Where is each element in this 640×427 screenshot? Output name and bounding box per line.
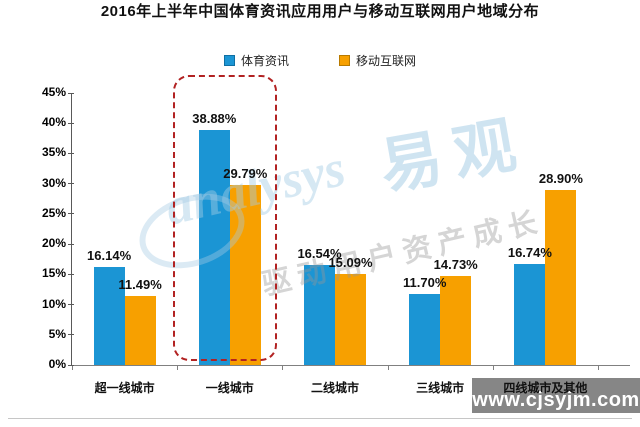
y-axis-label: 15% [41,266,66,281]
x-axis-category-label: 一线城市 [205,381,254,395]
y-axis-label: 35% [41,145,66,160]
legend-item-sports-info: 体育资讯 [223,52,289,69]
legend-swatch-orange-icon [339,55,350,66]
bar-sports-info [93,267,125,365]
x-axis-tick [282,366,284,370]
x-axis-category-label: 三线城市 [416,381,465,395]
y-axis-label: 10% [41,296,66,311]
x-axis-tick [492,366,494,370]
y-axis-tick [68,183,74,185]
bar-sports-info [198,129,230,365]
x-axis-category-label: 超一线城市 [94,381,155,395]
x-axis-line [72,365,630,366]
data-label: 11.49% [118,276,162,292]
y-axis-label: 20% [41,236,66,251]
y-axis-tick [68,304,74,306]
bar-mobile-internet [124,295,156,365]
y-axis-label: 45% [41,85,66,99]
bar-mobile-internet [545,190,577,365]
y-axis-tick [68,334,74,336]
legend-item-mobile-internet: 移动互联网 [339,52,416,69]
y-axis-line [71,93,72,365]
watermark-yiguan-logo: 易观 [374,109,533,203]
legend-swatch-blue-icon [223,55,235,66]
bar-mobile-internet [229,184,261,365]
data-label: 38.88% [192,110,237,126]
x-axis-tick [177,366,179,370]
data-label: 29.79% [223,165,268,181]
legend: 体育资讯 移动互联网 [0,52,640,69]
y-axis-tick [68,364,74,366]
data-label: 14.73% [433,256,478,272]
bottom-divider [8,418,632,419]
y-axis-label: 5% [48,326,66,341]
x-axis-category-label: 四线城市及其他 [503,381,588,395]
y-axis-tick [68,122,74,124]
y-axis-tick [68,213,74,215]
watermark-site-url: www.cjsyjm.com [472,389,640,411]
bar-mobile-internet [335,273,366,365]
bar-mobile-internet [440,275,472,365]
x-axis-tick [72,366,73,370]
legend-label: 移动互联网 [356,54,417,68]
data-label: 16.74% [507,244,552,260]
chart-title: 2016年上半年中国体育资讯应用用户与移动互联网用户地域分布 [100,3,540,20]
y-axis-label: 30% [41,175,66,190]
x-axis-category-label: 二线城市 [310,381,360,395]
bar-sports-info [304,265,335,365]
x-axis-tick [598,366,599,370]
y-axis-label: 40% [41,115,66,130]
y-axis-label: 0% [48,357,66,371]
data-label: 16.54% [297,246,342,262]
y-axis-tick [68,243,74,245]
highlight-dashed-box [173,75,277,361]
data-label: 11.70% [403,275,447,291]
x-axis-tick [387,366,389,370]
y-axis-tick [68,273,74,275]
bar-sports-info [409,294,441,365]
y-axis-label: 25% [41,205,66,220]
data-label: 28.90% [538,171,583,187]
data-label: 15.09% [328,254,373,270]
y-axis-tick [68,92,74,94]
watermark-site-box: www.cjsyjm.com [472,378,640,413]
data-label: 16.14% [87,248,132,264]
y-axis-tick [68,152,74,154]
legend-label: 体育资讯 [240,54,289,68]
bar-sports-info [514,263,546,365]
